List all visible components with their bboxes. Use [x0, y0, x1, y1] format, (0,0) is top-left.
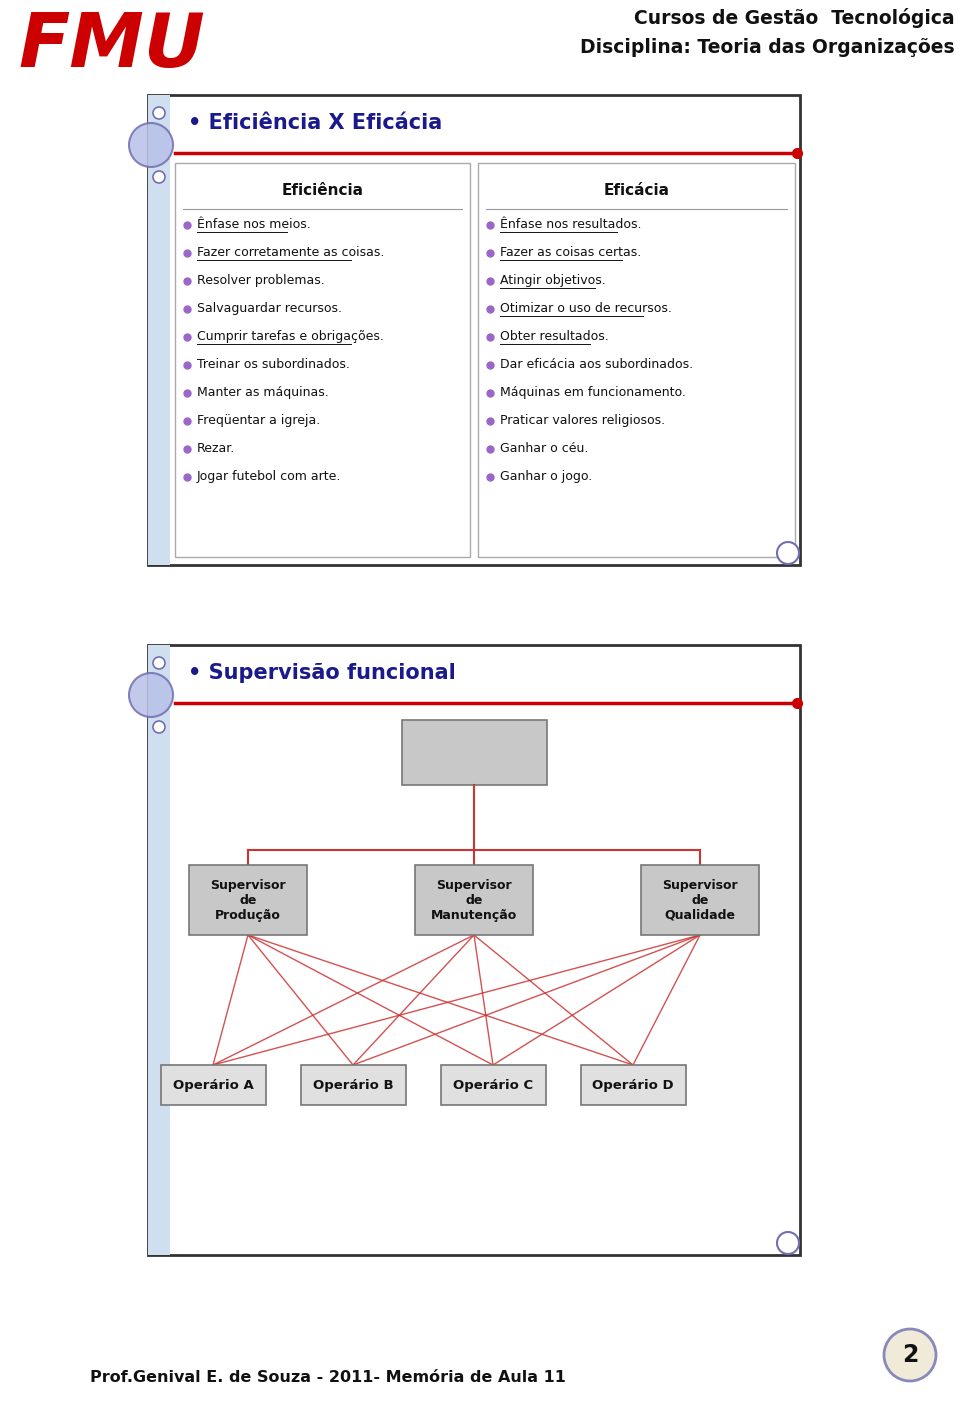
- Text: Operário D: Operário D: [592, 1078, 674, 1091]
- Text: Eficácia: Eficácia: [604, 183, 669, 198]
- Bar: [175, 163, 470, 557]
- Text: Treinar os subordinados.: Treinar os subordinados.: [197, 359, 349, 371]
- Text: Freqüentar a igreja.: Freqüentar a igreja.: [197, 413, 321, 427]
- Circle shape: [129, 673, 173, 717]
- Bar: [148, 96, 800, 565]
- Text: Cumprir tarefas e obrigações.: Cumprir tarefas e obrigações.: [197, 330, 384, 343]
- Circle shape: [129, 122, 173, 167]
- Bar: [148, 645, 170, 1256]
- Bar: [641, 865, 759, 935]
- Circle shape: [153, 172, 165, 183]
- Text: Supervisor
de
Manutenção: Supervisor de Manutenção: [431, 879, 517, 921]
- Text: Otimizar o uso de recursos.: Otimizar o uso de recursos.: [500, 302, 672, 315]
- Text: Dar eficácia aos subordinados.: Dar eficácia aos subordinados.: [500, 359, 693, 371]
- Circle shape: [153, 107, 165, 120]
- Text: Ênfase nos resultados.: Ênfase nos resultados.: [500, 218, 641, 231]
- Text: Atingir objetivos.: Atingir objetivos.: [500, 274, 606, 287]
- Text: • Eficiência X Eficácia: • Eficiência X Eficácia: [188, 112, 443, 134]
- Bar: [415, 865, 533, 935]
- Text: Prof.Genival E. de Souza - 2011- Memória de Aula 11: Prof.Genival E. de Souza - 2011- Memória…: [90, 1369, 565, 1385]
- Text: Ganhar o céu.: Ganhar o céu.: [500, 441, 588, 456]
- Bar: [478, 163, 795, 557]
- Text: Cursos de Gestão  Tecnológica: Cursos de Gestão Tecnológica: [635, 8, 955, 28]
- Text: Praticar valores religiosos.: Praticar valores religiosos.: [500, 413, 665, 427]
- Text: Rezar.: Rezar.: [197, 441, 235, 456]
- Text: Jogar futebol com arte.: Jogar futebol com arte.: [197, 470, 342, 484]
- Text: Supervisor
de
Qualidade: Supervisor de Qualidade: [662, 879, 738, 921]
- Text: 2: 2: [901, 1343, 918, 1367]
- Bar: [441, 1064, 545, 1105]
- Text: Máquinas em funcionamento.: Máquinas em funcionamento.: [500, 387, 685, 399]
- Text: Operário A: Operário A: [173, 1078, 253, 1091]
- Text: Ganhar o jogo.: Ganhar o jogo.: [500, 470, 592, 484]
- Text: Obter resultados.: Obter resultados.: [500, 330, 609, 343]
- Text: Operário B: Operário B: [313, 1078, 394, 1091]
- Bar: [148, 645, 800, 1256]
- Text: Fazer as coisas certas.: Fazer as coisas certas.: [500, 246, 641, 259]
- Text: Ênfase nos meios.: Ênfase nos meios.: [197, 218, 311, 231]
- Bar: [581, 1064, 685, 1105]
- Circle shape: [777, 1232, 799, 1254]
- Text: Resolver problemas.: Resolver problemas.: [197, 274, 324, 287]
- Circle shape: [777, 541, 799, 564]
- Bar: [300, 1064, 405, 1105]
- Bar: [401, 720, 546, 785]
- Text: Salvaguardar recursos.: Salvaguardar recursos.: [197, 302, 342, 315]
- Circle shape: [884, 1329, 936, 1381]
- Text: Fazer corretamente as coisas.: Fazer corretamente as coisas.: [197, 246, 384, 259]
- Text: Operário C: Operário C: [453, 1078, 533, 1091]
- Text: Disciplina: Teoria das Organizações: Disciplina: Teoria das Organizações: [581, 38, 955, 58]
- Bar: [148, 96, 170, 565]
- Text: • Supervisão funcional: • Supervisão funcional: [188, 664, 456, 683]
- Circle shape: [153, 721, 165, 733]
- Text: Eficiência: Eficiência: [281, 183, 364, 198]
- Text: Manter as máquinas.: Manter as máquinas.: [197, 387, 328, 399]
- Bar: [160, 1064, 266, 1105]
- Text: FMU: FMU: [18, 10, 204, 83]
- Bar: [189, 865, 307, 935]
- Text: Supervisor
de
Produção: Supervisor de Produção: [210, 879, 286, 921]
- Circle shape: [153, 657, 165, 669]
